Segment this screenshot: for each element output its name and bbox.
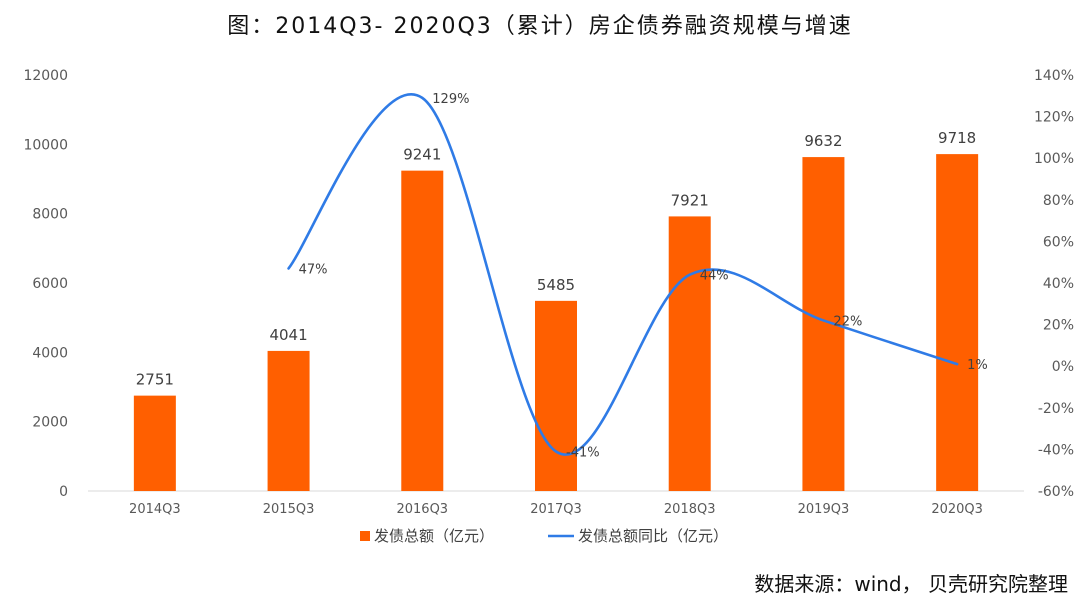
category-label: 2017Q3	[530, 502, 582, 517]
right-tick-label: 100%	[1034, 151, 1074, 167]
bar	[133, 395, 176, 491]
bar	[535, 300, 577, 491]
right-tick-label: -40%	[1038, 442, 1074, 458]
legend: 发债总额（亿元） 发债总额同比（亿元）	[360, 527, 728, 545]
left-axis-ticks: 0 2000 4000 6000 8000 10000 12000	[23, 68, 68, 500]
category-label: 2018Q3	[664, 502, 716, 517]
bar-value-label: 9718	[938, 129, 976, 147]
growth-value-label: 1%	[967, 358, 988, 373]
legend-bar-label: 发债总额（亿元）	[374, 527, 494, 545]
growth-value-label: 47%	[299, 262, 328, 277]
right-tick-label: 0%	[1052, 359, 1074, 375]
growth-value-label: 22%	[833, 314, 862, 329]
legend-line-label: 发债总额同比（亿元）	[578, 527, 728, 545]
growth-value-label: -41%	[566, 445, 600, 460]
bar	[936, 154, 979, 492]
left-tick-label: 4000	[32, 345, 68, 361]
bar	[401, 170, 444, 492]
category-label: 2015Q3	[263, 502, 315, 517]
category-label: 2016Q3	[396, 502, 448, 517]
right-tick-label: 60%	[1043, 234, 1074, 250]
right-axis-ticks: -60% -40% -20% 0% 20% 40% 60% 80% 100% 120% 140%	[1034, 68, 1074, 500]
right-tick-label: 80%	[1043, 193, 1074, 209]
bar-series	[133, 154, 979, 492]
left-tick-label: 6000	[32, 276, 68, 292]
bar	[668, 216, 711, 491]
right-tick-label: 140%	[1034, 68, 1074, 84]
bar-value-label: 9241	[403, 146, 441, 164]
category-labels: 2014Q3 2015Q3 2016Q3 2017Q3 2018Q3 2019Q3 2020…	[129, 502, 983, 517]
legend-bar-swatch	[360, 531, 370, 541]
right-tick-label: -20%	[1038, 401, 1074, 417]
bar-value-label: 2751	[136, 371, 174, 389]
bar-value-labels: 2751 4041 9241 5485 7921 9632 9718	[136, 129, 976, 389]
right-tick-label: 40%	[1043, 276, 1074, 292]
chart-svg: 0 2000 4000 6000 8000 10000 12000 -60% -40% -20%…	[23, 68, 1074, 545]
bar-value-label: 7921	[671, 191, 709, 209]
category-label: 2020Q3	[931, 502, 983, 517]
right-tick-label: 120%	[1034, 110, 1074, 126]
category-label: 2019Q3	[798, 502, 850, 517]
category-label: 2014Q3	[129, 502, 181, 517]
chart-title: 图：2014Q3- 2020Q3（累计）房企债券融资规模与增速	[227, 14, 853, 39]
right-tick-label: 20%	[1043, 318, 1074, 334]
left-tick-label: 8000	[32, 207, 68, 223]
bar-value-label: 9632	[804, 132, 842, 150]
left-tick-label: 2000	[32, 415, 68, 431]
data-source-note: 数据来源：wind， 贝壳研究院整理	[754, 572, 1068, 596]
bar-value-label: 4041	[269, 326, 307, 344]
bar	[267, 350, 310, 491]
bar-value-label: 5485	[537, 276, 575, 294]
growth-value-label: 44%	[700, 269, 729, 284]
left-tick-label: 12000	[23, 68, 68, 84]
growth-line	[287, 93, 959, 456]
growth-value-label: 129%	[432, 92, 469, 107]
left-tick-label: 0	[59, 484, 68, 500]
right-tick-label: -60%	[1038, 484, 1074, 500]
left-tick-label: 10000	[23, 137, 68, 153]
growth-value-labels: 47% 129% -41% 44% 22% 1%	[299, 92, 988, 461]
